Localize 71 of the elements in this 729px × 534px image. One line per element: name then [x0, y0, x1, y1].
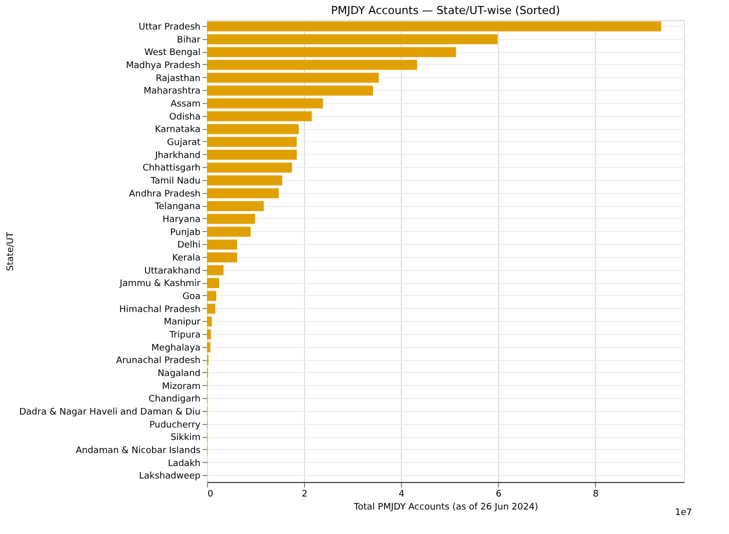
y-tick-label: Dadra & Nagar Haveli and Daman & Diu [19, 407, 200, 418]
y-tick-label: Goa [182, 292, 200, 302]
bar [207, 86, 373, 96]
bar [207, 175, 282, 186]
y-tick-label: Delhi [177, 240, 200, 251]
y-tick-label: Lakshadweep [138, 472, 201, 482]
y-tick-label: Himachal Pradesh [119, 304, 200, 315]
y-tick-label: Chandigarh [148, 394, 200, 405]
y-tick-label: Ladakh [168, 458, 200, 469]
y-axis-title: State/UT [6, 232, 16, 271]
x-tick-label: 8 [592, 490, 599, 500]
bar [207, 252, 238, 262]
y-tick-label: Haryana [162, 214, 200, 225]
bar [207, 214, 256, 224]
y-tick-label: Arunachal Pradesh [116, 356, 200, 366]
bar [207, 329, 211, 340]
bar [207, 162, 292, 173]
x-tick-label: 2 [302, 490, 308, 500]
y-tick-label: Sikkim [170, 433, 200, 444]
bar [207, 278, 220, 288]
y-tick-label: Manipur [164, 318, 201, 328]
y-tick-label: Mizoram [162, 382, 200, 392]
bar [207, 136, 297, 147]
y-tick-label: Jammu & Kashmir [118, 279, 201, 290]
y-tick-label: Nagaland [158, 368, 200, 379]
bar [207, 72, 379, 83]
y-tick-label: Chhattisgarh [142, 164, 200, 174]
bar [207, 47, 456, 58]
x-axis-title: Total PMJDY Accounts (as of 26 Jun 2024) [352, 502, 538, 512]
bar [207, 60, 418, 70]
bar [207, 21, 662, 32]
bar [207, 34, 498, 44]
y-tick-label: Tamil Nadu [150, 176, 200, 186]
bar [207, 290, 216, 301]
chart-title: PMJDY Accounts — State/UT-wise (Sorted) [330, 4, 560, 17]
bar [207, 342, 210, 352]
bar [207, 150, 297, 160]
y-tick-label: Gujarat [167, 138, 201, 148]
bar [207, 265, 224, 276]
bar [207, 316, 212, 327]
y-tick-label: Karnataka [154, 125, 200, 136]
bar [207, 304, 216, 314]
x-tick-label: 4 [398, 490, 405, 500]
y-tick-label: Andhra Pradesh [129, 189, 200, 200]
y-tick-label: Maharashtra [144, 86, 200, 97]
bar [207, 111, 312, 122]
bar [207, 188, 279, 198]
y-tick-label: Meghalaya [151, 343, 200, 354]
y-tick-label: Tripura [168, 330, 200, 340]
bar [207, 98, 323, 108]
y-tick-label: Punjab [170, 228, 201, 238]
bar [207, 124, 299, 134]
y-tick-label: Telangana [154, 202, 200, 212]
y-tick-label: Madhya Pradesh [126, 60, 200, 71]
y-tick-label: Puducherry [149, 420, 202, 430]
y-tick-label: Rajasthan [156, 74, 200, 84]
y-tick-label: Jharkhand [154, 150, 200, 161]
bar [207, 240, 238, 250]
x-tick-label: 0 [208, 490, 214, 500]
y-tick-label: Kerala [172, 253, 200, 264]
y-tick-label: Andaman & Nicobar Islands [76, 446, 201, 456]
y-tick-label: Assam [170, 99, 200, 110]
bar [207, 226, 251, 237]
y-tick-label: Uttarakhand [144, 266, 200, 276]
x-tick-label: 6 [496, 490, 502, 500]
y-tick-label: Bihar [176, 35, 201, 46]
y-tick-label: Uttar Pradesh [138, 22, 200, 32]
y-tick-label: Odisha [169, 112, 200, 122]
text: 1e7 [675, 508, 692, 518]
bar [207, 201, 264, 212]
y-tick-label: West Bengal [144, 48, 200, 58]
